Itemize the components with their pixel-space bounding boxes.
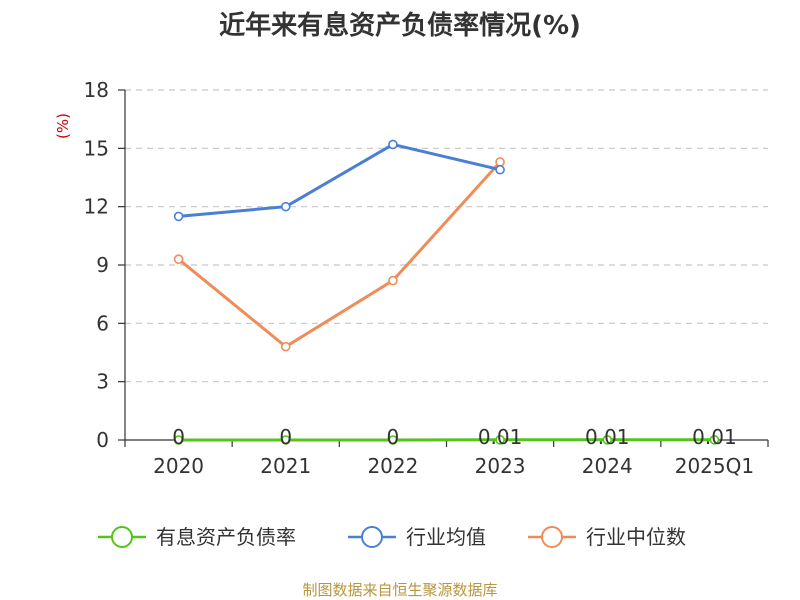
y-tick-label: 0 [96, 428, 109, 452]
data-label: 0.01 [478, 425, 523, 449]
data-labels: 0 0 0 0.01 0.01 0.01 [172, 425, 736, 449]
data-point [709, 435, 720, 445]
data-point [388, 275, 398, 286]
y-axis-label: (%) [54, 113, 72, 139]
data-label: 0 [279, 425, 292, 449]
data-point [495, 164, 505, 175]
y-tick-label: 6 [96, 311, 109, 335]
data-point [388, 139, 398, 150]
data-point [495, 157, 505, 167]
x-tick-label: 2022 [367, 454, 418, 478]
data-point [602, 435, 613, 445]
axes [118, 89, 769, 447]
x-tick-labels: 2020 2021 2022 2023 2024 2025Q1 [153, 454, 754, 478]
x-tick-label: 2024 [582, 454, 633, 478]
data-point [388, 435, 398, 445]
source-note: 制图数据来自恒生聚源数据库 [302, 581, 497, 599]
x-tick-label: 2025Q1 [675, 454, 754, 478]
x-tick-label: 2020 [153, 454, 204, 478]
data-point [173, 435, 184, 445]
y-tick-label: 9 [96, 253, 109, 277]
series-line [177, 160, 502, 349]
data-point [280, 201, 291, 212]
legend-marker [541, 526, 563, 548]
data-point [495, 435, 505, 445]
y-tick-label: 3 [96, 370, 109, 394]
legend-marker [361, 526, 383, 548]
y-tick-labels: 0 3 6 9 12 15 18 [84, 78, 109, 452]
data-label: 0.01 [692, 425, 737, 449]
x-tick-label: 2021 [260, 454, 311, 478]
legend-label: 有息资产负债率 [156, 525, 296, 549]
series-line [177, 142, 502, 218]
data-label: 0 [172, 425, 185, 449]
data-point [280, 341, 291, 352]
legend-label: 行业均值 [406, 525, 486, 549]
data-label: 0 [387, 425, 400, 449]
grid-lines [125, 89, 768, 383]
y-tick-label: 18 [84, 78, 109, 102]
legend: 有息资产负债率 行业均值 行业中位数 [98, 525, 686, 549]
x-tick-label: 2023 [475, 454, 526, 478]
series-group [173, 139, 720, 445]
data-point [173, 254, 184, 264]
data-point [173, 211, 184, 222]
legend-label: 行业中位数 [586, 525, 686, 549]
chart-title: 近年来有息资产负债率情况(%) [219, 10, 581, 41]
data-point [280, 435, 291, 445]
legend-marker [111, 526, 133, 548]
y-tick-label: 12 [84, 195, 109, 219]
data-label: 0.01 [585, 425, 630, 449]
y-tick-label: 15 [84, 136, 109, 160]
